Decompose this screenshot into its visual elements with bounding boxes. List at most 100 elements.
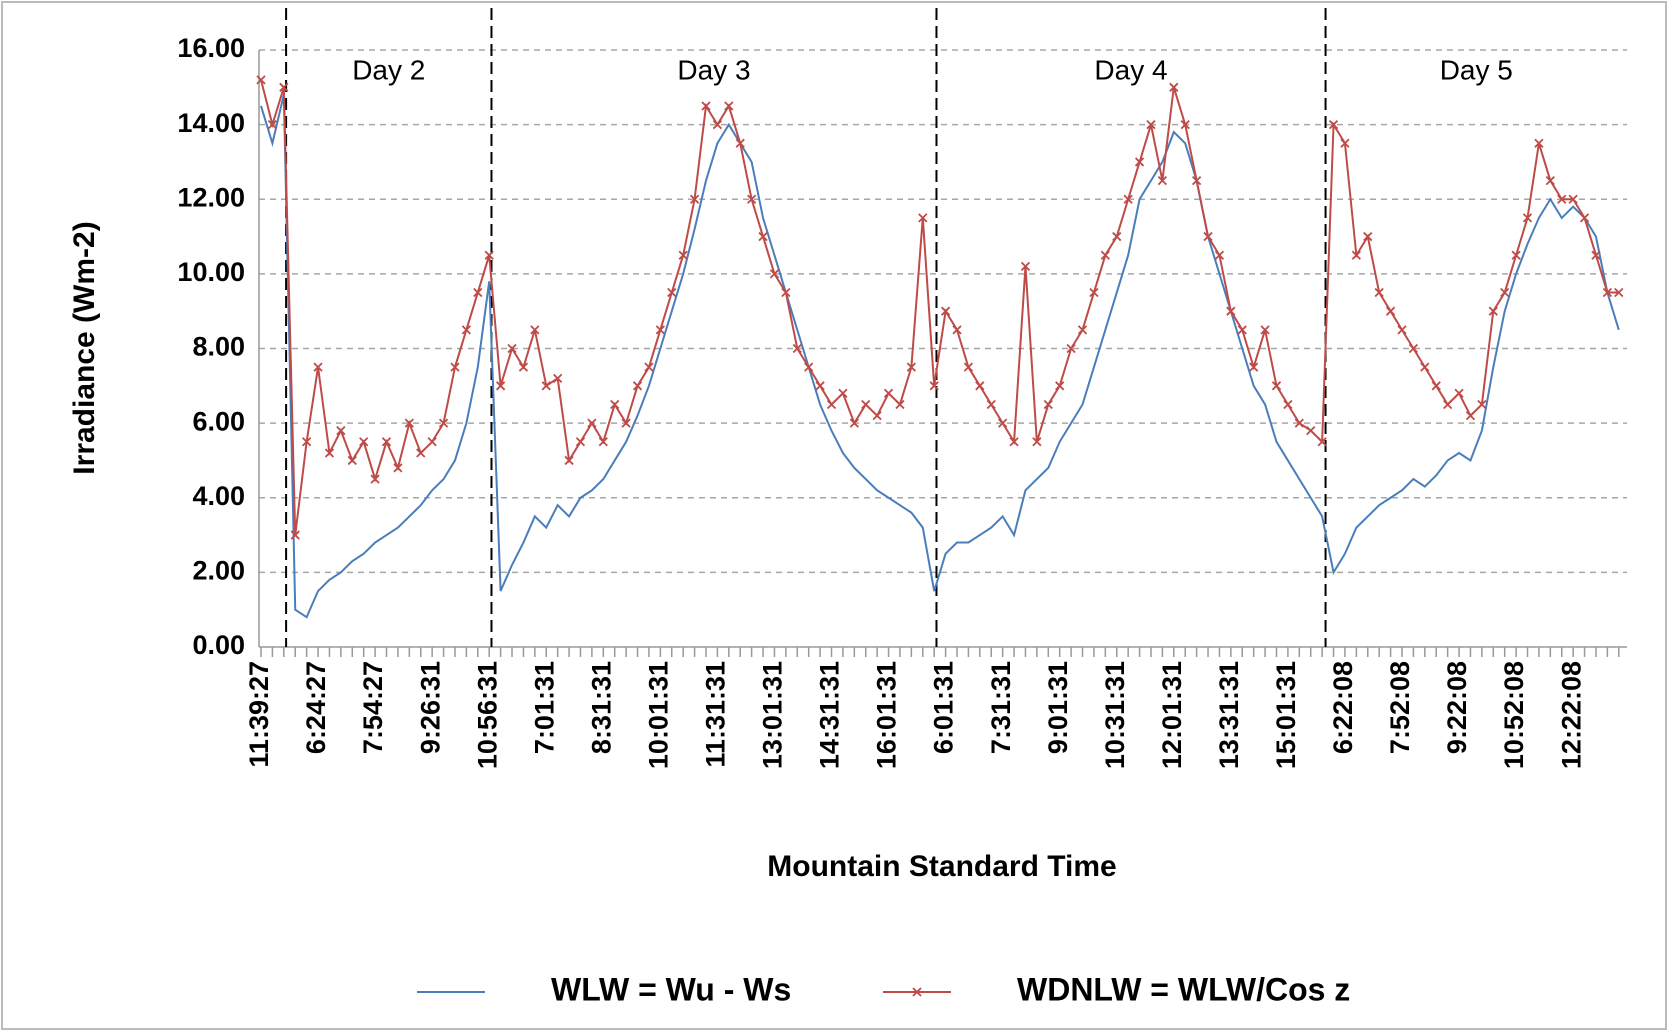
series-marker [598,437,608,447]
series-marker [1146,119,1156,130]
x-tick-label: 12:22:08 [1556,661,1586,769]
series-marker [1237,325,1247,335]
x-tick-label: 14:31:31 [815,661,845,769]
x-tick-label: 7:31:31 [986,661,1016,754]
series-marker [1488,306,1498,316]
y-tick-label: 8.00 [192,332,245,362]
series-marker [530,325,540,335]
series-marker [689,194,700,204]
x-tick-label: 7:01:31 [529,661,559,754]
series-marker [564,455,574,466]
series-marker [473,287,483,298]
series-marker [1317,437,1327,447]
y-tick-label: 16.00 [177,33,245,63]
series-marker [1511,250,1521,260]
series-marker [746,194,757,204]
series-marker [1249,362,1259,372]
x-tick-label: 11:39:27 [244,661,274,768]
x-tick-label: 13:31:31 [1214,661,1244,769]
series-marker [1089,287,1099,298]
series-marker [1420,362,1430,372]
series-marker [541,381,551,391]
series-marker [1363,231,1373,242]
series-marker [1066,343,1076,354]
day-label: Day 3 [677,54,750,85]
series-marker [1557,194,1567,204]
x-tick-label: 8:31:31 [586,661,616,754]
series-marker [1306,425,1316,436]
x-tick-label: 13:01:31 [758,661,788,769]
series-marker [461,325,472,335]
series-marker [781,287,791,298]
y-axis-title: Irradiance (Wm-2) [68,221,101,474]
series-marker [1020,261,1031,272]
series-marker [1591,250,1601,260]
series-marker [1579,213,1590,223]
y-tick-label: 12.00 [177,182,245,212]
series-marker [975,381,985,391]
series-marker [621,418,631,428]
series-marker [1043,399,1053,410]
legend-marker [912,987,922,997]
series-marker [1385,306,1396,316]
x-tick-label: 10:56:31 [472,661,502,769]
series-marker [1602,287,1613,298]
series-marker [495,381,506,391]
series-marker [610,399,620,410]
series-marker [792,343,802,354]
series-marker [1397,325,1407,335]
x-tick-label: 10:31:31 [1100,661,1130,769]
series-marker [895,399,905,410]
series-marker [724,101,734,111]
series-marker [1180,119,1190,130]
series-marker [1374,287,1384,298]
y-tick-label: 4.00 [192,481,245,511]
y-tick-label: 10.00 [177,257,245,287]
series-marker [450,362,460,372]
series-marker [267,119,278,130]
series-marker [872,411,882,421]
x-tick-label: 6:22:08 [1328,661,1358,754]
x-tick-label: 9:22:08 [1442,661,1472,754]
series-marker [712,119,723,130]
series-marker [758,231,768,242]
y-tick-label: 6.00 [192,406,245,436]
series-marker [1169,82,1179,92]
series-marker [632,381,643,391]
series-marker [1614,287,1624,298]
x-tick-label: 7:54:27 [358,661,388,754]
series-marker [1465,411,1476,421]
series-marker [1009,437,1019,447]
series-marker [381,437,392,447]
series-marker [507,343,517,354]
series-marker [667,287,677,298]
series-marker [906,362,917,372]
day-label: Day 2 [352,54,425,85]
series-marker [1055,381,1065,391]
series-marker [1351,250,1361,260]
series-marker [1283,399,1293,410]
series-marker [1477,399,1487,410]
series-marker [279,82,289,92]
series-marker [1431,381,1441,391]
y-tick-label: 14.00 [177,108,245,138]
series-marker [302,437,312,447]
x-tick-label: 11:31:31 [701,661,731,768]
series-marker [1500,287,1510,298]
series-marker [1328,119,1339,130]
series-marker [1214,250,1225,260]
series-marker [644,362,654,372]
series-marker [1271,381,1282,391]
series-marker [1408,343,1419,354]
series-marker [655,325,665,335]
series-marker [826,399,837,410]
series-marker [940,306,951,316]
series-marker [1100,250,1110,260]
x-tick-label: 12:01:31 [1157,661,1187,769]
series-marker [484,250,494,260]
series-marker [313,362,323,372]
series-marker [769,269,780,279]
x-tick-label: 10:01:31 [643,661,673,769]
